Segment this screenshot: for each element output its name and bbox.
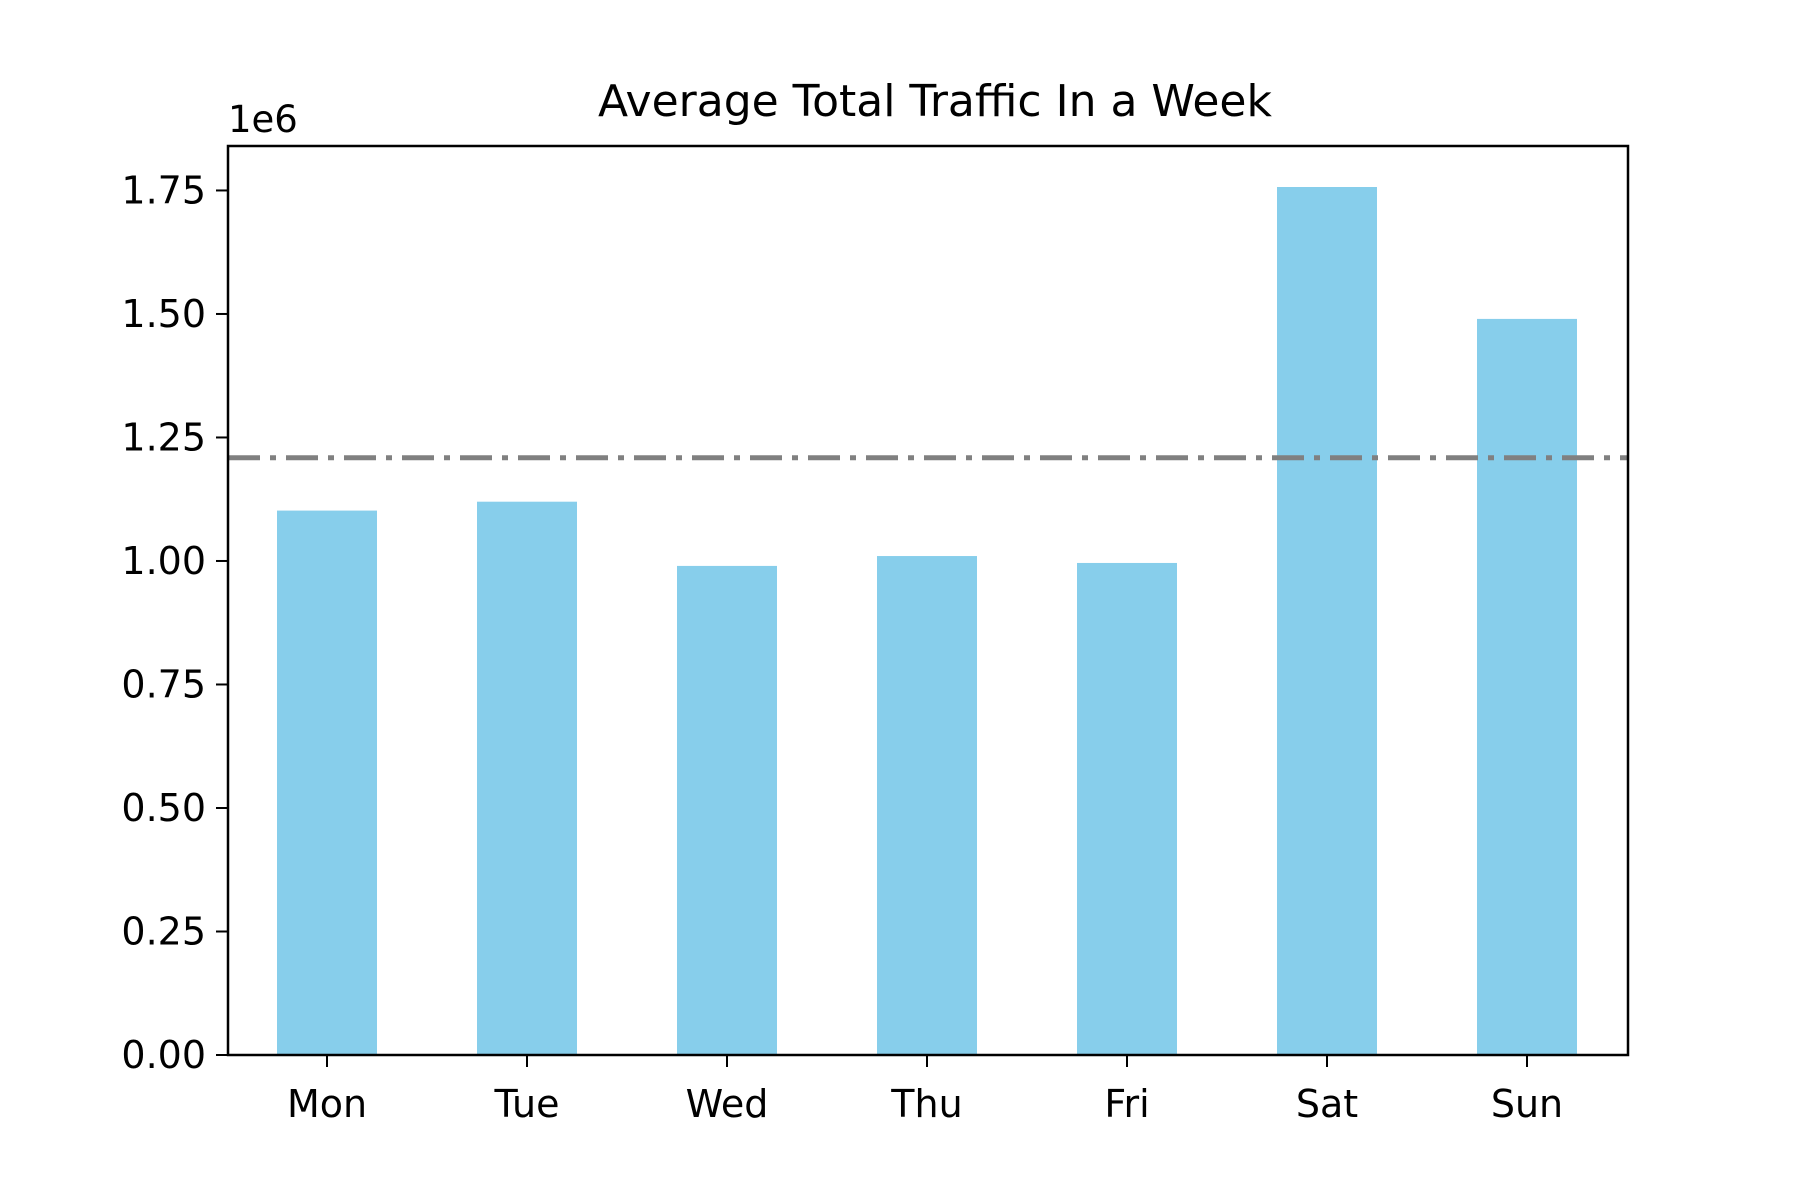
x-tick-label: Wed	[686, 1082, 769, 1126]
y-axis: 0.00 0.25 0.50 0.75 1.00 1.25 1.50 1.75	[121, 168, 228, 1077]
bars-group	[277, 187, 1577, 1056]
y-tick-label: 0.50	[121, 786, 206, 830]
y-tick-label: 1.25	[121, 415, 206, 459]
y-offset-label: 1e6	[228, 98, 298, 141]
bar-fri	[1077, 562, 1177, 1055]
x-tick-label: Sat	[1296, 1082, 1358, 1126]
x-tick-label: Fri	[1104, 1082, 1149, 1126]
y-tick-label: 0.75	[121, 662, 206, 706]
bar-mon	[277, 510, 377, 1056]
x-tick-label: Sun	[1491, 1082, 1563, 1126]
y-tick-label: 1.00	[121, 539, 206, 583]
x-tick-label: Tue	[494, 1082, 560, 1126]
bar-sat	[1277, 187, 1377, 1056]
x-axis: Mon Tue Wed Thu Fri Sat Sun	[287, 1055, 1563, 1126]
bar-wed	[677, 565, 777, 1055]
y-tick-label: 0.00	[121, 1033, 206, 1077]
x-tick-label: Mon	[287, 1082, 367, 1126]
y-tick-label: 1.50	[121, 292, 206, 336]
bar-thu	[877, 556, 977, 1055]
plot-frame	[226, 144, 1630, 1057]
x-tick-label: Thu	[890, 1082, 962, 1126]
y-tick-label: 0.25	[121, 909, 206, 953]
y-tick-label: 1.75	[121, 168, 206, 212]
bar-sun	[1477, 318, 1577, 1056]
chart-title: Average Total Traffic In a Week	[598, 76, 1272, 127]
bar-tue	[477, 501, 577, 1055]
